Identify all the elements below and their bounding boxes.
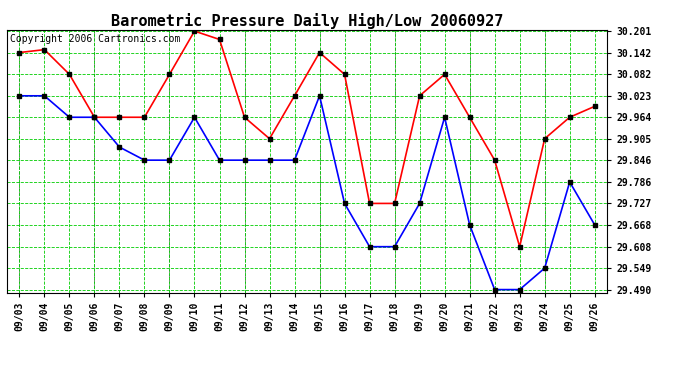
Text: Copyright 2006 Cartronics.com: Copyright 2006 Cartronics.com	[10, 34, 180, 44]
Title: Barometric Pressure Daily High/Low 20060927: Barometric Pressure Daily High/Low 20060…	[111, 13, 503, 29]
